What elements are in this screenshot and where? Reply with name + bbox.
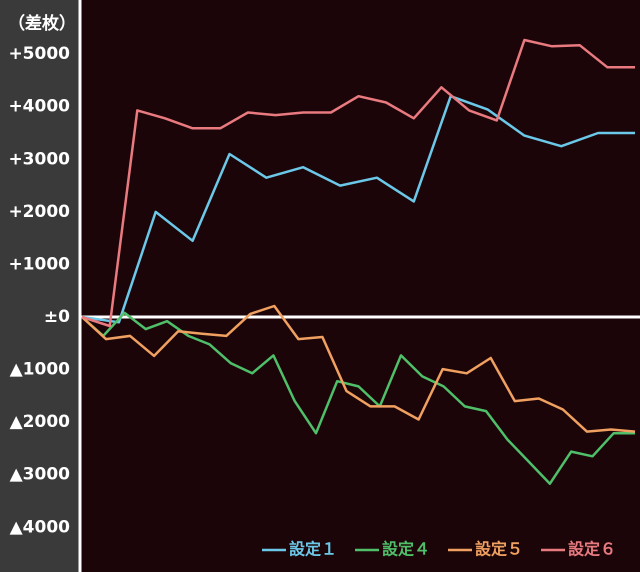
legend-label: 設定１ bbox=[289, 540, 337, 559]
y-tick-label: +5000 bbox=[8, 44, 70, 64]
series-line bbox=[81, 94, 635, 324]
y-axis-label: （差枚） bbox=[8, 13, 76, 34]
y-tick-label: ▲4000 bbox=[10, 517, 71, 537]
y-tick-label: +4000 bbox=[8, 97, 70, 117]
y-tick-label: ▲3000 bbox=[10, 465, 71, 485]
y-tick-label: +2000 bbox=[8, 202, 70, 222]
y-tick-label: +1000 bbox=[8, 254, 70, 274]
legend-label: 設定６ bbox=[568, 540, 616, 559]
legend-label: 設定５ bbox=[475, 540, 523, 559]
series-line bbox=[81, 38, 635, 328]
series-line bbox=[81, 311, 635, 485]
y-tick-label: ±0 bbox=[44, 307, 70, 327]
y-tick-label: ▲1000 bbox=[10, 360, 71, 380]
legend-label: 設定４ bbox=[382, 540, 430, 559]
y-tick-label: ▲2000 bbox=[10, 412, 71, 432]
y-tick-label: +3000 bbox=[8, 149, 70, 169]
plot-area bbox=[80, 0, 640, 572]
series-line bbox=[81, 304, 636, 433]
